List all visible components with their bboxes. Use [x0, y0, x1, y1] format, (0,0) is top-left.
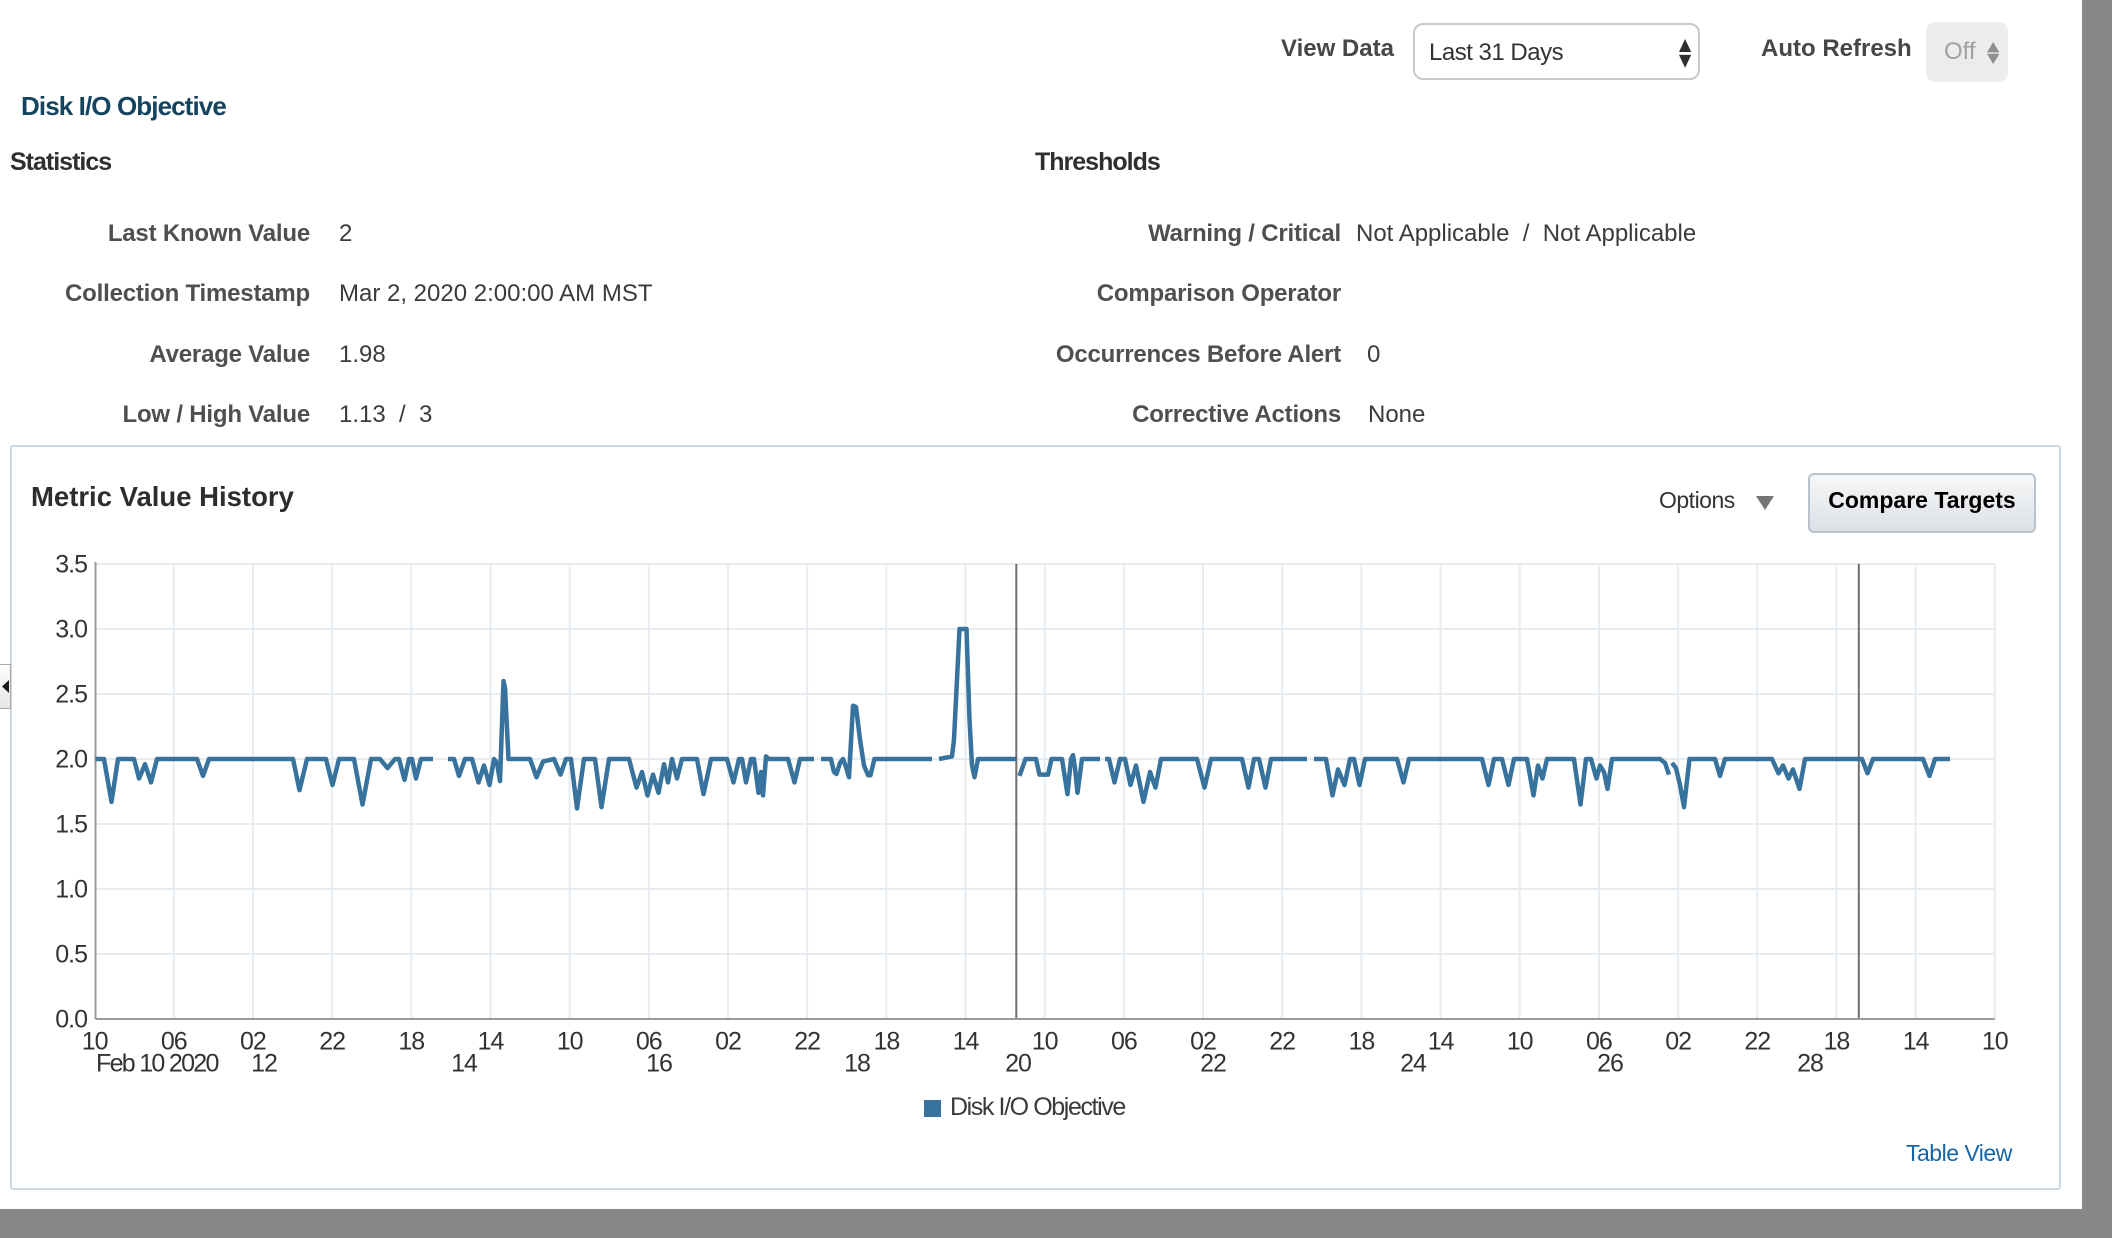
svg-text:10: 10	[1507, 1028, 1533, 1056]
svg-text:06: 06	[161, 1028, 187, 1056]
svg-text:14: 14	[1903, 1028, 1930, 1056]
svg-text:14: 14	[451, 1050, 478, 1078]
svg-text:18: 18	[844, 1050, 870, 1078]
svg-text:Feb 10 2020: Feb 10 2020	[96, 1050, 218, 1078]
svg-text:14: 14	[1428, 1028, 1455, 1056]
svg-text:02: 02	[715, 1028, 741, 1056]
svg-text:3.5: 3.5	[55, 551, 87, 579]
svg-text:14: 14	[478, 1028, 505, 1056]
svg-text:06: 06	[1111, 1028, 1137, 1056]
svg-text:2.0: 2.0	[55, 746, 87, 774]
svg-text:22: 22	[319, 1028, 345, 1056]
svg-text:22: 22	[1269, 1028, 1295, 1056]
svg-text:12: 12	[251, 1050, 277, 1078]
svg-text:0.5: 0.5	[55, 941, 87, 969]
svg-text:28: 28	[1797, 1050, 1823, 1078]
svg-text:22: 22	[794, 1028, 820, 1056]
svg-text:20: 20	[1005, 1050, 1031, 1078]
svg-text:10: 10	[557, 1028, 583, 1056]
svg-text:18: 18	[1823, 1028, 1849, 1056]
svg-text:02: 02	[1190, 1028, 1216, 1056]
svg-text:02: 02	[240, 1028, 266, 1056]
svg-text:18: 18	[873, 1028, 899, 1056]
svg-text:18: 18	[398, 1028, 424, 1056]
svg-text:14: 14	[953, 1028, 980, 1056]
svg-text:22: 22	[1200, 1050, 1226, 1078]
svg-text:06: 06	[1586, 1028, 1612, 1056]
svg-text:10: 10	[1032, 1028, 1058, 1056]
svg-text:10: 10	[1982, 1028, 2008, 1056]
svg-text:1.5: 1.5	[55, 811, 87, 839]
svg-text:1.0: 1.0	[55, 876, 87, 904]
svg-text:0.0: 0.0	[55, 1006, 87, 1034]
svg-text:18: 18	[1348, 1028, 1374, 1056]
svg-text:24: 24	[1400, 1050, 1427, 1078]
svg-text:22: 22	[1744, 1028, 1770, 1056]
svg-text:06: 06	[636, 1028, 662, 1056]
svg-text:3.0: 3.0	[55, 616, 87, 644]
svg-text:02: 02	[1665, 1028, 1691, 1056]
svg-text:10: 10	[82, 1028, 108, 1056]
svg-text:26: 26	[1597, 1050, 1623, 1078]
svg-text:2.5: 2.5	[55, 681, 87, 709]
svg-text:16: 16	[646, 1050, 672, 1078]
